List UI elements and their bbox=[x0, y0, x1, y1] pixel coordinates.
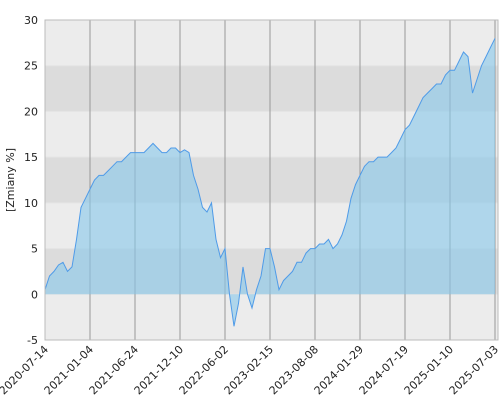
y-axis-label: [Zmiany %] bbox=[4, 148, 17, 212]
y-tick-label: 20 bbox=[24, 105, 38, 118]
line bbox=[44, 38, 496, 327]
y-tick-label: 15 bbox=[24, 151, 38, 164]
y-tick-label: -5 bbox=[27, 334, 38, 347]
y-tick-label: 5 bbox=[31, 243, 38, 256]
y-tick-label: 30 bbox=[24, 14, 38, 27]
y-tick-label: 25 bbox=[24, 60, 38, 73]
area-fill bbox=[45, 38, 495, 327]
y-tick-label: 0 bbox=[31, 288, 38, 301]
y-tick-label: 10 bbox=[24, 197, 38, 210]
plot-frame bbox=[44, 19, 499, 341]
